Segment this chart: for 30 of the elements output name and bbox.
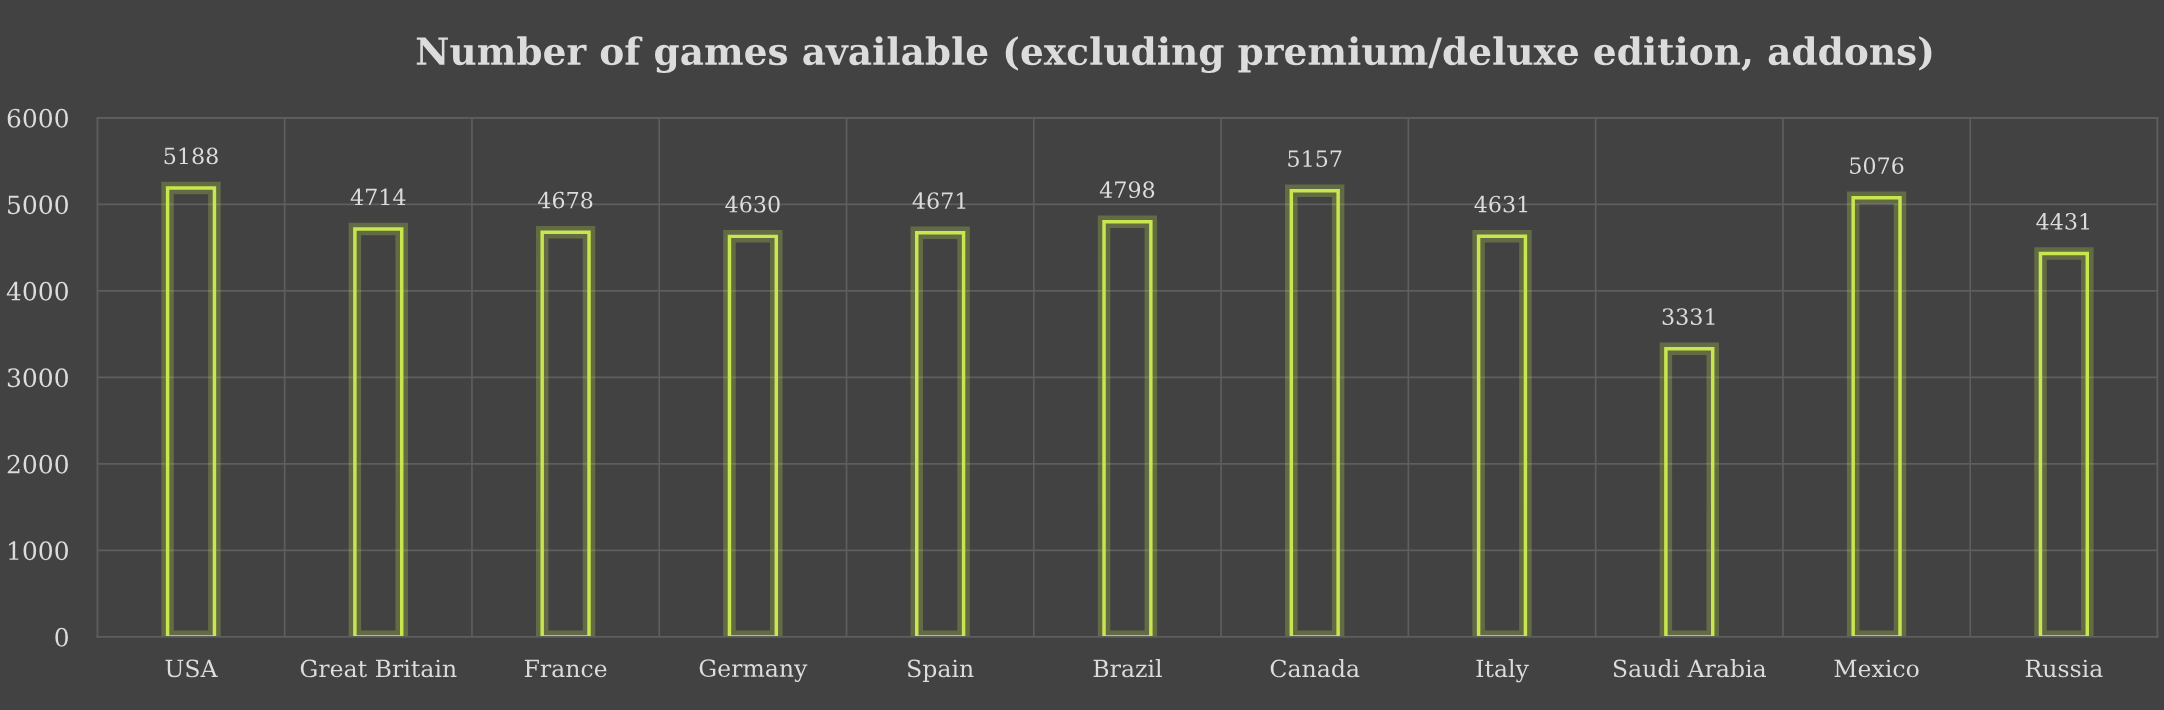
y-tick-label: 0: [55, 627, 68, 647]
data-label: 5188: [164, 147, 218, 165]
y-tick-label: 5000: [8, 195, 68, 215]
data-label: 3331: [1662, 308, 1715, 325]
x-tick-label: France: [524, 659, 607, 678]
x-tick-label: Great Britain: [300, 659, 457, 678]
data-label: 4798: [1099, 181, 1155, 199]
y-tick-label: 2000: [7, 454, 68, 474]
x-tick-label: Canada: [1270, 659, 1360, 678]
data-label: 5076: [1850, 157, 1904, 175]
x-tick-label: Russia: [2025, 659, 2103, 678]
y-tick-label: 3000: [7, 368, 68, 388]
x-tick-label: Mexico: [1834, 659, 1919, 678]
data-label: 4671: [912, 192, 966, 210]
x-tick-label: Spain: [908, 659, 974, 682]
x-tick-label: Italy: [1476, 659, 1529, 683]
x-tick-label: USA: [165, 659, 218, 678]
data-label: 4431: [2036, 213, 2089, 230]
x-tick-label: Saudi Arabia: [1613, 659, 1767, 678]
y-tick-label: 1000: [9, 541, 68, 561]
x-tick-label: Brazil: [1093, 659, 1162, 678]
y-tick-label: 4000: [6, 281, 68, 301]
data-label: 4678: [538, 191, 593, 209]
data-label: 4630: [725, 195, 780, 213]
chart-title: Number of games available (excluding premium/deluxe edition, addons): [416, 36, 1932, 74]
data-label: 4714: [350, 188, 406, 206]
data-label: 4631: [1474, 195, 1528, 213]
data-label: 5157: [1288, 150, 1342, 168]
x-tick-label: Germany: [699, 659, 808, 682]
y-tick-label: 6000: [7, 108, 68, 128]
